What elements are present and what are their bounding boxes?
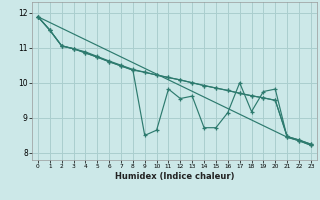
X-axis label: Humidex (Indice chaleur): Humidex (Indice chaleur): [115, 172, 234, 181]
